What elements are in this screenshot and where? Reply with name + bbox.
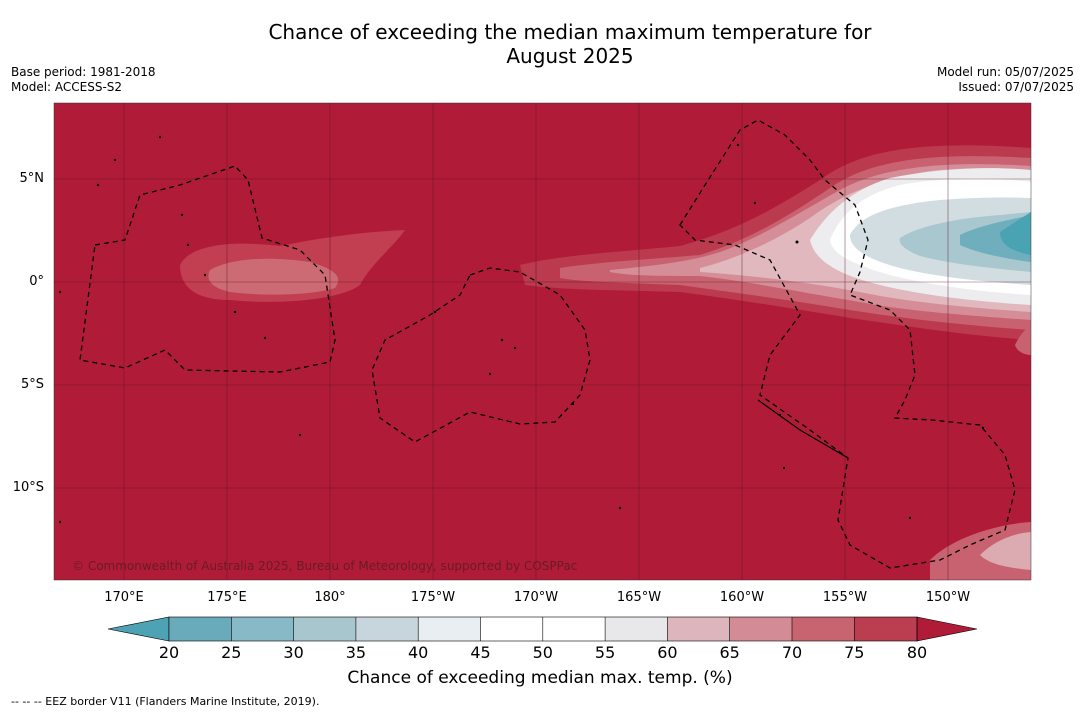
lon-label-180: 180° <box>314 590 346 605</box>
cbar-tick-45: 45 <box>470 643 491 662</box>
islands <box>58 135 985 524</box>
colorbar-low-extend <box>107 616 170 642</box>
colorbar-label: Chance of exceeding median max. temp. (%… <box>347 668 733 688</box>
cbar-tick-80: 80 <box>906 643 928 662</box>
lon-label-160w: 160°W <box>719 590 765 605</box>
eez-borders <box>79 119 1016 569</box>
cbar-tick-55: 55 <box>594 643 616 662</box>
cbar-tick-65: 65 <box>719 643 740 662</box>
maritime-boundary <box>757 399 849 459</box>
meta-right: Model run: 05/07/2025 Issued: 07/07/2025 <box>937 65 1074 95</box>
cbar-tick-35: 35 <box>345 643 367 662</box>
lon-label-170w: 170°W <box>513 590 559 605</box>
colorbar-bin-30-35 <box>293 617 356 641</box>
eez-legend-note: -- -- -- EEZ border V11 (Flanders Marine… <box>11 695 320 708</box>
copyright-credit: © Commonwealth of Australia 2025, Bureau… <box>72 559 577 573</box>
cbar-tick-30: 30 <box>283 643 304 662</box>
colorbar-bin-40-45 <box>418 617 481 641</box>
base-period: Base period: 1981-2018 <box>11 65 156 79</box>
lon-label-175e: 175°E <box>207 590 247 605</box>
lon-label-150w: 150°W <box>925 590 971 605</box>
eez-phoenix <box>371 267 591 443</box>
model-run: Model run: 05/07/2025 <box>936 65 1074 79</box>
title-line-2: August 2025 <box>506 44 634 68</box>
region-20 <box>1000 212 1031 255</box>
colorbar-bin-50-55 <box>542 617 606 641</box>
map-area: © Commonwealth of Australia 2025, Bureau… <box>54 103 1031 580</box>
colorbar-bin-20-25 <box>169 617 232 641</box>
colorbar-bin-70-75 <box>792 617 855 641</box>
colorbar-bin-45-50 <box>480 617 543 641</box>
title-line-1: Chance of exceeding the median maximum t… <box>268 20 872 44</box>
colorbar-bin-60-65 <box>667 617 730 641</box>
lat-label-5n: 5°N <box>19 171 45 186</box>
meta-left: Base period: 1981-2018 Model: ACCESS-S2 <box>11 65 156 95</box>
cbar-tick-70: 70 <box>781 643 803 662</box>
region-e-70 <box>1015 325 1031 355</box>
cbar-tick-25: 25 <box>221 643 242 662</box>
gridlines <box>54 103 1031 580</box>
lat-label-0: 0° <box>29 274 44 289</box>
lon-label-175w: 175°W <box>410 590 456 605</box>
colorbar-high-extend <box>916 616 978 642</box>
model-name: Model: ACCESS-S2 <box>11 80 123 94</box>
lat-label-10s: 10°S <box>12 480 44 495</box>
colorbar-bin-65-70 <box>729 617 792 641</box>
colorbar-bin-55-60 <box>605 617 668 641</box>
cbar-tick-60: 60 <box>657 643 678 662</box>
colorbar-bin-75-80 <box>854 617 917 641</box>
colorbar-bin-35-40 <box>355 617 419 641</box>
lat-label-5s: 5°S <box>20 377 44 392</box>
cbar-tick-50: 50 <box>532 643 553 662</box>
colorbar-bin-25-30 <box>231 617 294 641</box>
lon-label-165w: 165°W <box>616 590 662 605</box>
eez-line-islands <box>679 119 1016 569</box>
cbar-tick-20: 20 <box>158 643 180 662</box>
issued-date: Issued: 07/07/2025 <box>958 80 1074 94</box>
lon-label-170e: 170°E <box>104 590 144 605</box>
map-frame <box>53 102 1032 581</box>
region-se-60 <box>980 532 1031 570</box>
lon-label-155w: 155°W <box>822 590 868 605</box>
chart-title: Chance of exceeding the median maximum t… <box>160 20 980 68</box>
region-65 <box>208 258 339 295</box>
cbar-tick-40: 40 <box>408 643 429 662</box>
cbar-tick-75: 75 <box>844 643 865 662</box>
colorbar <box>107 616 978 642</box>
